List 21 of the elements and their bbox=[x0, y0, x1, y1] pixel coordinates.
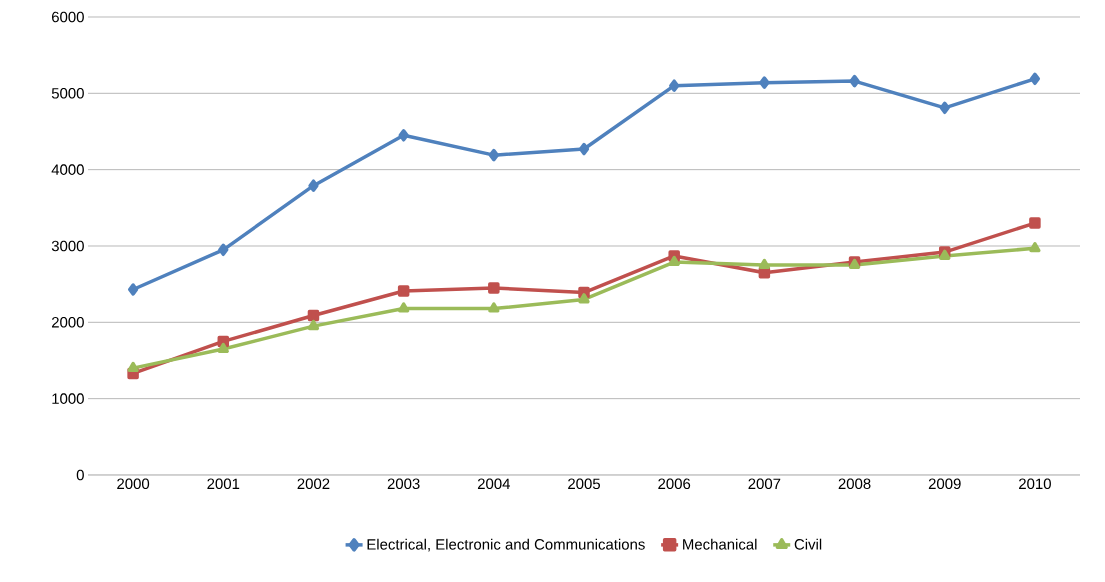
legend-label: Electrical, Electronic and Communications bbox=[367, 538, 645, 552]
x-tick-label: 2006 bbox=[658, 478, 691, 490]
x-tick-label: 2000 bbox=[117, 478, 150, 490]
y-tick-label: 2000 bbox=[52, 317, 84, 328]
x-tick-label: 2003 bbox=[387, 478, 420, 490]
x-tick-label: 2001 bbox=[207, 478, 240, 490]
x-tick-label: 2008 bbox=[838, 478, 871, 490]
x-tick-label: 2002 bbox=[297, 478, 330, 490]
y-tick-label: 0 bbox=[76, 469, 84, 481]
legend-label: Civil bbox=[794, 538, 822, 550]
y-tick-label: 3000 bbox=[51, 240, 84, 252]
y-tick-label: 5000 bbox=[51, 88, 84, 99]
x-tick-label: 2009 bbox=[928, 478, 961, 490]
y-tick-label: 6000 bbox=[52, 11, 84, 23]
x-tick-label: 2010 bbox=[1019, 478, 1051, 490]
y-tick-label: 1000 bbox=[52, 393, 84, 404]
x-tick-label: 2007 bbox=[748, 478, 781, 490]
y-tick-label: 4000 bbox=[51, 164, 84, 175]
x-tick-label: 2005 bbox=[568, 478, 600, 490]
x-tick-label: 2004 bbox=[477, 478, 511, 490]
legend-label: Mechanical bbox=[683, 538, 757, 550]
